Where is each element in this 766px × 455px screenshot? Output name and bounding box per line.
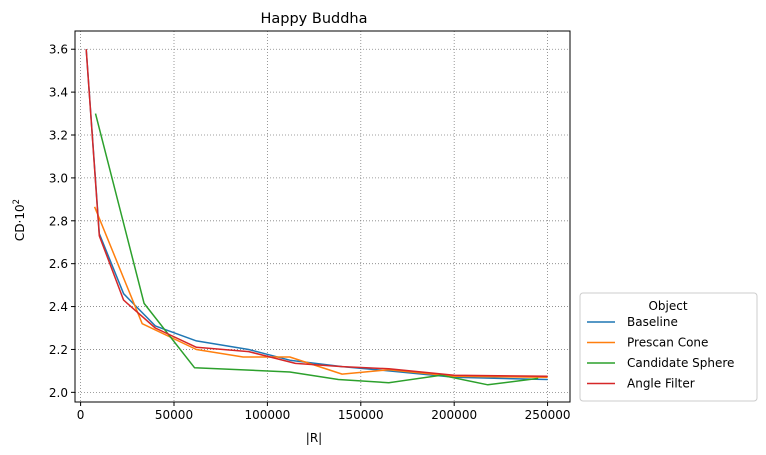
x-axis-label: |R| — [306, 431, 322, 445]
legend: Object Baseline Prescan Cone Candidate Sph… — [579, 292, 758, 402]
y-tick-label: 3.6 — [49, 43, 68, 57]
legend-entry-label: Prescan Cone — [627, 336, 708, 350]
y-axis-label-base: CD·10 — [13, 204, 27, 241]
plot-frame — [74, 30, 571, 403]
x-tick-label: 200000 — [431, 408, 477, 422]
legend-entry-label: Baseline — [627, 315, 678, 329]
grid-lines — [75, 31, 570, 402]
y-tick-label: 3.0 — [49, 171, 68, 185]
x-tick-label: 250000 — [525, 408, 571, 422]
y-tick-label: 2.0 — [49, 386, 68, 400]
y-tick-label: 3.4 — [49, 86, 68, 100]
x-tick-label: 100000 — [244, 408, 290, 422]
y-tick-label: 2.4 — [49, 300, 68, 314]
legend-entry-label: Angle Filter — [627, 377, 695, 391]
series-line-baseline — [85, 49, 548, 381]
y-axis-label-exponent: 2 — [12, 199, 22, 204]
y-tick-label: 3.2 — [49, 129, 68, 143]
y-axis-label: CD·102 — [12, 199, 27, 241]
series-line-candidate-sphere — [94, 113, 539, 386]
series-line-angle-filter — [85, 49, 548, 378]
x-tick-label: 0 — [77, 408, 85, 422]
series-line-prescan-cone — [93, 206, 548, 379]
legend-title: Object — [648, 299, 687, 313]
x-tick-label: 50000 — [155, 408, 193, 422]
axis-ticks: 0 50000 100000 150000 200000 250000 2.0 2.2 2.4 2… — [49, 43, 571, 422]
chart-title: Happy Buddha — [260, 11, 367, 27]
legend-entry-label: Candidate Sphere — [627, 356, 734, 370]
y-tick-label: 2.8 — [49, 214, 68, 228]
y-tick-label: 2.2 — [49, 343, 68, 357]
legend-box — [579, 292, 758, 402]
x-tick-label: 150000 — [338, 408, 384, 422]
y-tick-label: 2.6 — [49, 257, 68, 271]
series-lines — [85, 49, 548, 386]
